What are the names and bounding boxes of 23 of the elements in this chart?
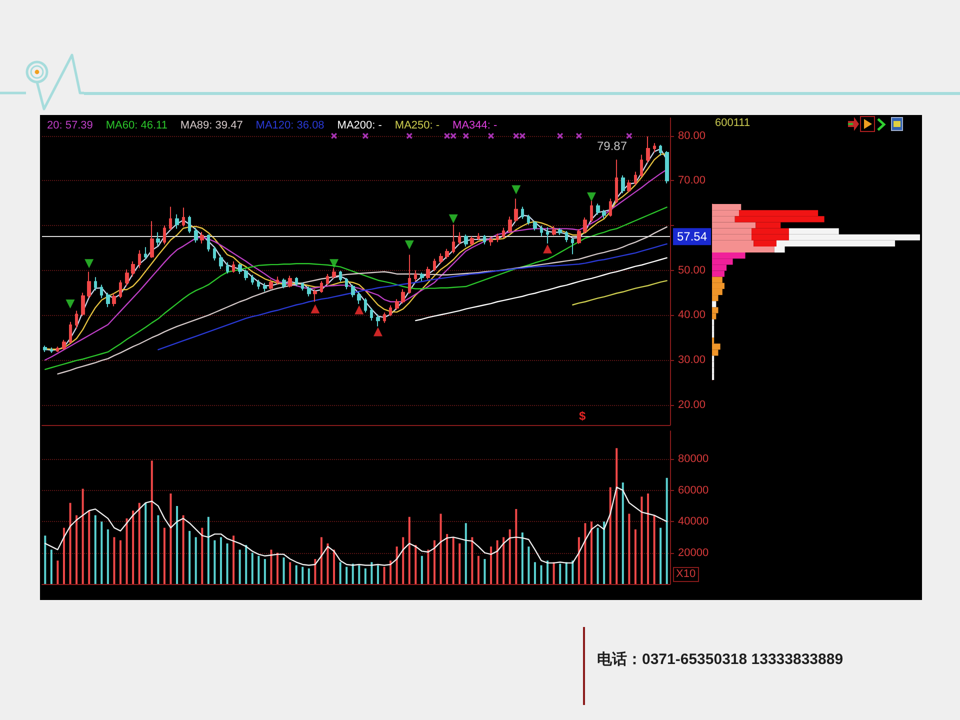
annotation: $ — [579, 409, 586, 424]
text: 20: 57.39 — [47, 120, 93, 132]
text: MA200: - — [337, 120, 382, 132]
text: MA89: 39.47 — [180, 120, 243, 132]
ref-line-label: 57.54 — [677, 230, 708, 244]
y-tick-label: 40.00 — [678, 309, 706, 322]
text: 600111 — [715, 117, 750, 130]
y-tick-label: 60000 — [678, 484, 709, 496]
y-tick-label: 70.00 — [678, 174, 706, 187]
text: MA250: - — [394, 120, 440, 132]
y-tick-label: 20000 — [678, 546, 709, 559]
legend-label: MA344: - — [452, 120, 498, 132]
y-tick-label: 20.00 — [678, 398, 706, 411]
y-tick-label: 40000 — [678, 516, 709, 528]
y-tick-label: 50.00 — [678, 264, 706, 276]
y-tick-label: 80000 — [678, 453, 709, 466]
text: MA60: 46.11 — [106, 120, 168, 132]
text: MA120: 36.08 — [256, 120, 324, 132]
text: X10 — [673, 567, 699, 582]
y-tick-label: 30.00 — [678, 354, 706, 366]
text: 电话：0371-65350318 13333833889 — [597, 651, 844, 669]
y-tick-label: 80.00 — [678, 130, 706, 142]
annotation: 79.87 — [597, 139, 628, 154]
